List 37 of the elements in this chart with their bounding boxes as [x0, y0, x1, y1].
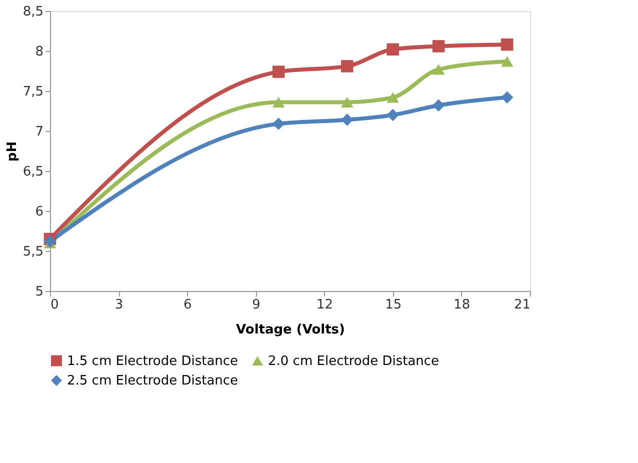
- point: [386, 92, 399, 103]
- y-tick-label: 6,5: [22, 164, 44, 180]
- x-tick-label: 15: [385, 298, 402, 312]
- point: [341, 60, 354, 72]
- y-tick-label: 6: [35, 204, 44, 220]
- point: [272, 118, 285, 130]
- point: [44, 235, 56, 248]
- point: [272, 66, 285, 78]
- x-tick-label: 3: [114, 298, 124, 312]
- y-tick-label: 8,5: [22, 4, 44, 20]
- point: [432, 40, 445, 52]
- x-tick-label: 6: [184, 298, 192, 312]
- y-tick-label: 7: [35, 124, 44, 140]
- point: [386, 108, 399, 122]
- legend-label: 1.5 cm Electrode Distance: [67, 354, 238, 369]
- point: [501, 38, 514, 51]
- y-tick-label: 5: [35, 284, 44, 300]
- point: [432, 64, 445, 75]
- point: [501, 91, 514, 104]
- x-tick-label: 21: [514, 298, 530, 312]
- point: [432, 99, 445, 112]
- x-tick-label: 18: [454, 298, 470, 312]
- x-tick-label: 9: [252, 298, 260, 312]
- legend-label: 2.0 cm Electrode Distance: [268, 354, 440, 369]
- y-axis-title: pH: [4, 141, 20, 162]
- point: [272, 96, 285, 108]
- legend-label: 2.5 cm Electrode Distance: [67, 374, 238, 388]
- point: [341, 96, 354, 108]
- y-tick-label: 5,5: [22, 244, 44, 260]
- point: [386, 43, 399, 56]
- point: [341, 114, 354, 126]
- y-tick-label: 7,5: [22, 84, 44, 100]
- point: [501, 56, 514, 67]
- x-tick-label: 12: [316, 298, 334, 312]
- x-tick-label: 0: [50, 298, 59, 312]
- y-tick-label: 8: [35, 44, 44, 60]
- x-axis-title: Voltage (Volts): [236, 322, 345, 338]
